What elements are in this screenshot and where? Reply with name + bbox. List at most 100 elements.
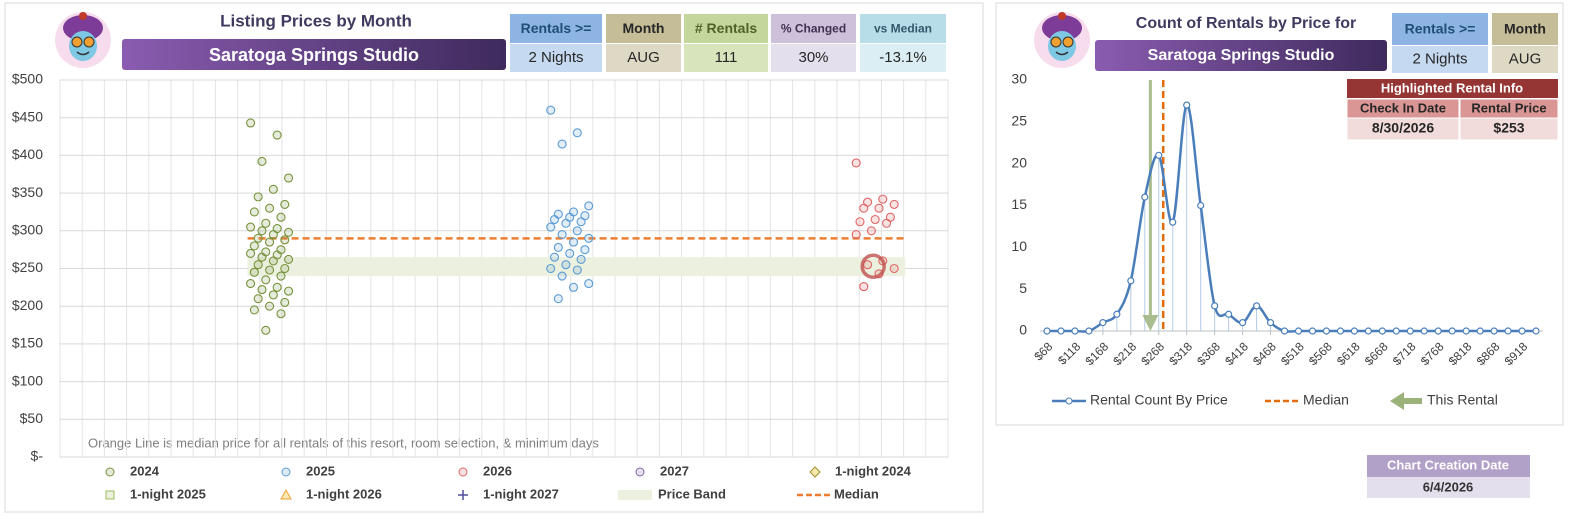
data-point	[268, 290, 278, 300]
legend-marker	[280, 488, 292, 500]
data-point	[1308, 327, 1317, 335]
table-header: Rental Price	[1471, 100, 1546, 115]
data-point	[546, 105, 556, 115]
chart-title: Listing Prices by Month	[220, 11, 412, 30]
data-point	[866, 226, 876, 236]
legend-marker	[458, 490, 468, 500]
table-value: 8/30/2026	[1372, 120, 1434, 136]
data-point	[284, 227, 294, 237]
data-point	[1364, 327, 1372, 335]
info-value: 111	[715, 49, 738, 66]
y-tick-label: 15	[1011, 196, 1027, 212]
data-point	[276, 271, 286, 281]
data-point	[257, 252, 267, 262]
legend-marker	[105, 490, 115, 500]
data-point	[851, 158, 861, 168]
legend-marker	[635, 467, 645, 477]
creation-header	[1367, 455, 1530, 477]
data-point	[246, 118, 256, 128]
data-point	[1434, 327, 1442, 335]
info-value-cell	[771, 44, 856, 72]
table-title-cell	[1347, 79, 1558, 98]
data-point	[1113, 310, 1121, 318]
data-point	[561, 260, 571, 270]
y-tick-label: $300	[12, 222, 43, 238]
info-value-cell	[684, 44, 768, 72]
y-tick-label: $500	[12, 71, 43, 87]
data-point	[1378, 327, 1386, 335]
data-point	[859, 282, 869, 292]
data-point	[253, 294, 263, 304]
data-point	[261, 275, 271, 285]
y-tick-label: $350	[12, 184, 43, 200]
legend-label: 2025	[306, 463, 335, 478]
data-point	[1043, 327, 1051, 335]
data-point	[878, 194, 888, 204]
info-value: -13.1%	[879, 49, 927, 66]
data-point	[1071, 327, 1079, 335]
legend-label: Rental Count By Price	[1090, 392, 1228, 408]
logo	[1033, 11, 1091, 69]
info-value-cell	[1492, 46, 1558, 73]
info-label: Rentals >=	[521, 20, 592, 36]
data-point	[246, 222, 256, 232]
legend-swatch	[1065, 397, 1073, 405]
legend-label: 1-night 2026	[306, 486, 382, 501]
data-point	[249, 241, 259, 251]
data-point	[272, 130, 282, 140]
data-point	[568, 237, 579, 247]
data-point	[580, 245, 590, 255]
info-label: % Changed	[781, 22, 846, 36]
data-point	[874, 203, 884, 213]
y-tick-label: $450	[12, 108, 43, 124]
data-point	[546, 222, 556, 232]
data-point	[268, 256, 278, 266]
y-tick-label: $50	[20, 410, 44, 426]
info-header-cell	[1492, 13, 1558, 45]
data-point	[257, 226, 267, 236]
data-point	[249, 207, 259, 217]
y-tick-label: $200	[12, 297, 43, 313]
info-value-cell	[860, 44, 946, 72]
data-point	[557, 230, 567, 240]
y-tick-label: 10	[1011, 238, 1027, 254]
table-title: Highlighted Rental Info	[1381, 80, 1523, 95]
y-tick-label: $250	[12, 259, 43, 275]
legend-marker	[458, 467, 468, 477]
data-point	[249, 305, 259, 315]
info-header-cell	[606, 14, 681, 43]
creation-value-cell	[1367, 477, 1530, 498]
table-header: Check In Date	[1360, 100, 1446, 115]
highlight-ring	[860, 253, 886, 279]
data-point	[1127, 277, 1135, 285]
data-point	[1322, 327, 1331, 335]
data-point	[565, 248, 575, 258]
data-point	[1141, 193, 1149, 201]
legend-marker	[281, 467, 291, 477]
data-point	[1420, 327, 1428, 335]
legend-label: 2024	[130, 463, 160, 478]
data-point	[265, 203, 275, 213]
info-value: AUG	[1509, 50, 1542, 67]
data-point	[584, 201, 594, 211]
data-point	[265, 265, 275, 275]
data-point	[1490, 327, 1498, 335]
data-point	[1504, 327, 1512, 335]
legend-label: Median	[1303, 392, 1349, 408]
creation-label: Chart Creation Date	[1387, 457, 1509, 472]
legend-label: 2026	[483, 463, 512, 478]
data-point	[280, 199, 290, 209]
info-value: 30%	[798, 49, 828, 66]
data-point	[889, 199, 899, 209]
data-point	[889, 263, 899, 274]
info-header-cell	[860, 14, 946, 43]
data-point	[1448, 327, 1456, 335]
data-point	[1225, 310, 1233, 318]
info-header-cell	[1392, 13, 1488, 45]
data-point	[882, 218, 892, 228]
y-tick-label: 0	[1019, 322, 1027, 338]
data-point	[246, 279, 256, 289]
data-point	[276, 212, 286, 222]
info-label: Rentals >=	[1405, 21, 1476, 37]
data-point	[1336, 327, 1345, 335]
